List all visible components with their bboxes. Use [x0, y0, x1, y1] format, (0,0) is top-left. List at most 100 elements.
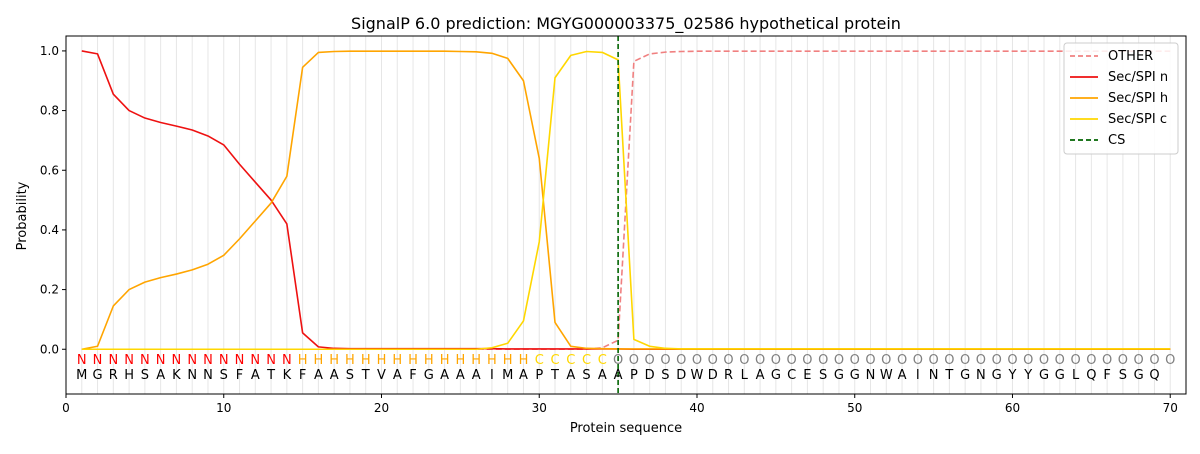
sequence-text-layer: NMNGNRNHNSNANKNNNNNSNFNANTNKHFHAHAHSHTHV…	[76, 353, 1175, 383]
x-tick-label: 60	[1005, 401, 1020, 415]
residue-label: O	[739, 353, 749, 368]
residue-label: H	[503, 353, 513, 368]
x-tick-label: 10	[216, 401, 231, 415]
residue-label: O	[676, 353, 686, 368]
residue-label: O	[834, 353, 844, 368]
amino-acid-letter: I	[916, 368, 920, 383]
residue-label: O	[629, 353, 639, 368]
amino-acid-letter: A	[566, 368, 575, 383]
residue-label: H	[329, 353, 339, 368]
amino-acid-letter: D	[676, 368, 686, 383]
legend: OTHER Sec/SPI n Sec/SPI h Sec/SPI c CS	[1063, 42, 1179, 155]
amino-acid-letter: R	[109, 368, 118, 383]
y-tick-label: 0.6	[40, 163, 59, 177]
y-tick-label: 1.0	[40, 44, 59, 58]
amino-acid-letter: A	[519, 368, 528, 383]
residue-label: O	[645, 353, 655, 368]
residue-label: N	[156, 353, 166, 368]
residue-label: C	[566, 353, 575, 368]
amino-acid-letter: G	[1134, 368, 1144, 383]
amino-acid-letter: E	[803, 368, 811, 383]
residue-label: N	[203, 353, 213, 368]
residue-label: O	[1023, 353, 1033, 368]
y-tick-label: 0.2	[40, 283, 59, 297]
series-layer	[81, 36, 1171, 394]
amino-acid-letter: G	[960, 368, 970, 383]
legend-label: Sec/SPI h	[1108, 91, 1168, 106]
chart-title: SignalP 6.0 prediction: MGYG000003375_02…	[351, 14, 901, 34]
x-tick-label: 70	[1163, 401, 1178, 415]
residue-label: N	[93, 353, 103, 368]
residue-label: H	[345, 353, 355, 368]
residue-label: N	[235, 353, 245, 368]
residue-label: N	[108, 353, 118, 368]
amino-acid-letter: S	[1119, 368, 1127, 383]
residue-label: O	[992, 353, 1002, 368]
residue-label: N	[124, 353, 134, 368]
y-axis-label: Probability	[15, 181, 30, 250]
residue-label: O	[802, 353, 812, 368]
x-tick-label: 40	[689, 401, 704, 415]
amino-acid-letter: L	[741, 368, 749, 383]
residue-label: O	[1134, 353, 1144, 368]
amino-acid-letter: K	[283, 368, 292, 383]
amino-acid-letter: W	[691, 368, 704, 383]
legend-box	[1063, 42, 1179, 155]
residue-label: O	[771, 353, 781, 368]
residue-label: N	[282, 353, 292, 368]
residue-label: O	[928, 353, 938, 368]
residue-label: O	[660, 353, 670, 368]
residue-label: O	[613, 353, 623, 368]
amino-acid-letter: G	[1039, 368, 1049, 383]
amino-acid-letter: L	[1072, 368, 1080, 383]
amino-acid-letter: A	[456, 368, 465, 383]
residue-label: O	[818, 353, 828, 368]
residue-label: O	[960, 353, 970, 368]
amino-acid-letter: N	[929, 368, 939, 383]
y-tick-label: 0.4	[40, 223, 59, 237]
amino-acid-letter: T	[944, 368, 953, 383]
residue-label: O	[755, 353, 765, 368]
amino-acid-letter: A	[156, 368, 165, 383]
amino-acid-letter: A	[598, 368, 607, 383]
residue-label: O	[723, 353, 733, 368]
residue-label: O	[865, 353, 875, 368]
amino-acid-letter: N	[187, 368, 197, 383]
residue-label: O	[1149, 353, 1159, 368]
amino-acid-letter: D	[645, 368, 655, 383]
amino-acid-letter: P	[535, 368, 543, 383]
amino-acid-letter: I	[490, 368, 494, 383]
x-tick-label: 50	[847, 401, 862, 415]
amino-acid-letter: A	[314, 368, 323, 383]
amino-acid-letter: H	[124, 368, 134, 383]
amino-acid-letter: S	[346, 368, 354, 383]
residue-label: O	[944, 353, 954, 368]
residue-label: N	[140, 353, 150, 368]
amino-acid-letter: P	[630, 368, 638, 383]
residue-label: O	[897, 353, 907, 368]
residue-label: O	[1070, 353, 1080, 368]
plot-frame	[65, 35, 1187, 395]
residue-label: H	[455, 353, 465, 368]
residue-label: N	[77, 353, 87, 368]
residue-label: O	[1165, 353, 1175, 368]
residue-label: O	[850, 353, 860, 368]
x-axis-label: Protein sequence	[570, 421, 682, 436]
amino-acid-letter: Y	[1008, 368, 1017, 383]
amino-acid-letter: R	[724, 368, 733, 383]
legend-label: OTHER	[1108, 49, 1153, 64]
amino-acid-letter: A	[898, 368, 907, 383]
x-tick-label: 20	[374, 401, 389, 415]
amino-acid-letter: S	[141, 368, 149, 383]
legend-label: Sec/SPI n	[1108, 70, 1168, 85]
series-line-sec-spi-c	[81, 50, 1171, 351]
grid-layer	[81, 36, 1171, 394]
residue-label: N	[219, 353, 229, 368]
residue-label: N	[187, 353, 197, 368]
amino-acid-letter: A	[472, 368, 481, 383]
amino-acid-letter: A	[614, 368, 623, 383]
amino-acid-letter: Q	[1149, 368, 1159, 383]
amino-acid-letter: T	[266, 368, 275, 383]
residue-label: H	[440, 353, 450, 368]
